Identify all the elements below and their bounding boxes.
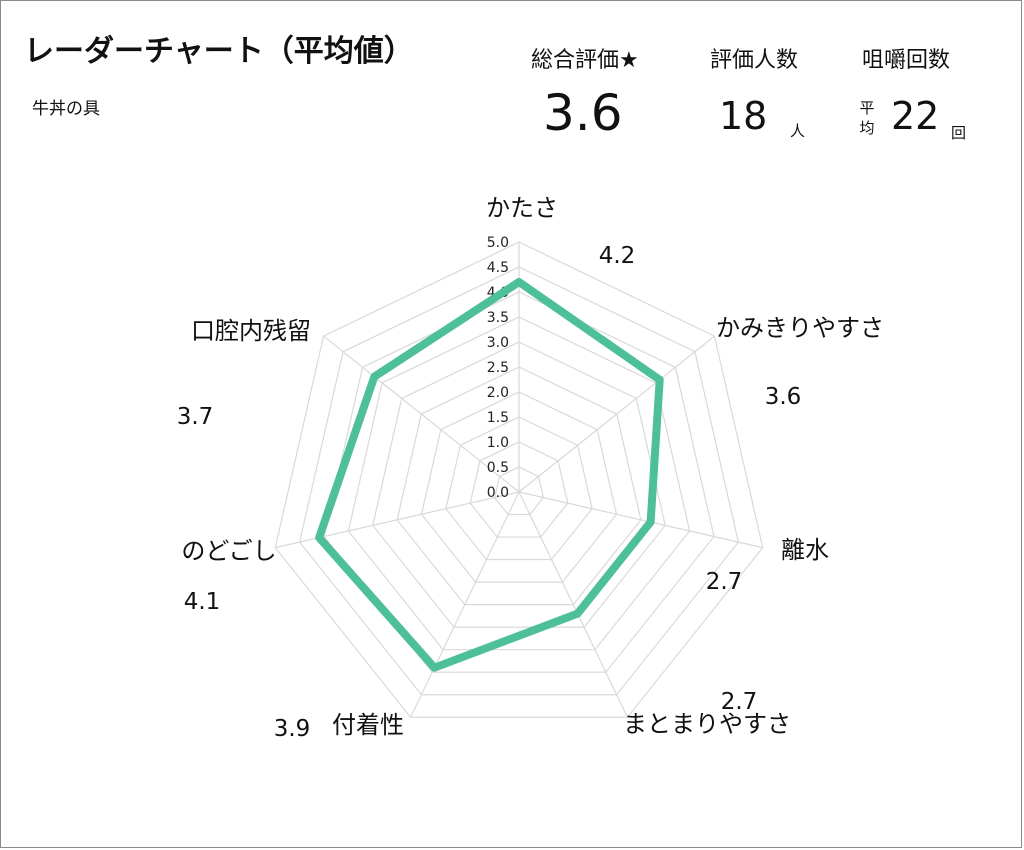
axis-tick-label: 3.5 — [487, 310, 509, 326]
axis-label: かたさ — [486, 194, 558, 222]
axis-tick-label: 2.0 — [487, 385, 509, 401]
data-point — [647, 518, 655, 526]
grid-ring — [445, 416, 593, 561]
chews-avg-label: 平均 — [859, 99, 875, 137]
grid-ring — [372, 341, 666, 628]
grid-spoke — [518, 335, 715, 493]
axis-tick-label: 1.0 — [487, 435, 509, 451]
grid-spoke — [409, 491, 520, 718]
data-point — [315, 534, 323, 542]
axis-label: かみきりやすさ — [716, 314, 884, 342]
grid-ring — [274, 241, 764, 718]
data-value-label: 3.7 — [177, 404, 214, 430]
axis-tick-label: 3.0 — [487, 335, 509, 351]
axis-label: 口腔内残留 — [191, 317, 311, 345]
grid-ring — [469, 441, 569, 538]
axis-label: 離水 — [781, 536, 829, 564]
page-title: レーダーチャート（平均値） — [24, 34, 414, 69]
data-value-label: 2.7 — [706, 569, 743, 595]
axis-tick-label: 0.5 — [487, 460, 509, 476]
chart-subtitle: 牛丼の具 — [32, 99, 100, 119]
grid-ring — [420, 391, 618, 583]
data-value-label: 4.1 — [184, 589, 221, 615]
data-point — [574, 610, 582, 618]
grid-spoke — [323, 335, 520, 493]
chews-label: 咀嚼回数 — [862, 48, 951, 73]
grid-ring — [493, 466, 545, 516]
chews-unit: 回 — [951, 124, 967, 142]
grid-spoke — [275, 491, 520, 549]
axis-label: のどごし — [181, 537, 276, 565]
data-point — [430, 664, 438, 672]
axis-tick-label: 1.5 — [487, 410, 509, 426]
data-point — [656, 376, 664, 384]
axis-tick-label: 4.5 — [487, 260, 509, 276]
data-point — [370, 373, 378, 381]
data-value-label: 3.9 — [274, 716, 311, 742]
raters-value: 18 — [719, 94, 768, 138]
grid-spoke — [518, 491, 629, 718]
overall-rating-label: 総合評価★ — [531, 48, 639, 73]
data-value-label: 3.6 — [765, 384, 802, 410]
chews-value: 22 — [891, 94, 940, 138]
raters-unit: 人 — [790, 122, 806, 140]
overall-rating-value: 3.6 — [543, 84, 623, 142]
axis-tick-label: 0.0 — [487, 485, 509, 501]
data-value-label: 4.2 — [599, 243, 636, 269]
data-value-label: 2.7 — [721, 689, 758, 715]
axis-tick-label: 5.0 — [487, 235, 509, 251]
grid-ring — [323, 291, 715, 673]
data-point — [515, 278, 523, 286]
grid-ring — [396, 366, 642, 606]
data-series-line — [315, 278, 664, 672]
axis-label: 付着性 — [332, 711, 404, 739]
axis-tick-label: 2.5 — [487, 360, 509, 376]
grid-ring — [298, 266, 740, 696]
grid-spoke — [518, 491, 763, 549]
axis-label: まとまりやすさ — [623, 710, 791, 738]
raters-label: 評価人数 — [710, 48, 799, 73]
